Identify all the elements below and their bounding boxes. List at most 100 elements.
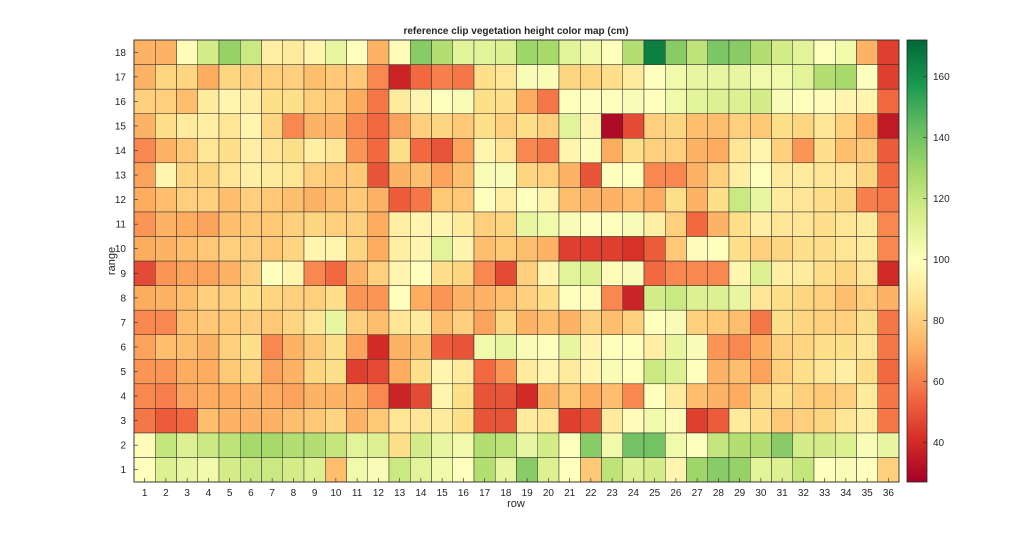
- heatmap-cell: [346, 358, 368, 385]
- heatmap-cell: [771, 236, 793, 262]
- heatmap-cell: [431, 64, 453, 90]
- heatmap-cell: [367, 432, 390, 458]
- heatmap-cell: [431, 432, 453, 458]
- heatmap-cell: [771, 88, 793, 114]
- heatmap-cell: [367, 358, 390, 385]
- heatmap-cell: [410, 162, 432, 188]
- heatmap-cell: [197, 309, 220, 335]
- heatmap-cell: [622, 309, 645, 335]
- heatmap-cell: [792, 187, 815, 213]
- heatmap-cell: [367, 309, 390, 335]
- heatmap-cell: [728, 358, 751, 385]
- heatmap-cell: [176, 211, 198, 237]
- heatmap-cell: [707, 285, 730, 311]
- heatmap-cell: [707, 187, 730, 213]
- heatmap-cell: [388, 383, 411, 409]
- heatmap-cell: [240, 88, 262, 114]
- heatmap-cell: [431, 236, 453, 262]
- heatmap-cell: [601, 187, 623, 213]
- heatmap-cell: [346, 236, 368, 262]
- heatmap-cell: [728, 162, 751, 188]
- x-tick-label: 11: [352, 488, 363, 499]
- heatmap-cell: [410, 334, 432, 360]
- heatmap-cell: [643, 113, 666, 139]
- heatmap-cell: [452, 260, 475, 286]
- heatmap-cell: [303, 408, 326, 434]
- heatmap-cell: [771, 64, 793, 90]
- heatmap-cell: [601, 260, 623, 286]
- heatmap-cell: [452, 334, 475, 360]
- heatmap-cell: [325, 285, 347, 311]
- heatmap-cell: [155, 285, 177, 311]
- heatmap-cell: [558, 432, 581, 458]
- x-tick-label: 28: [713, 488, 725, 499]
- heatmap-cell: [261, 358, 283, 385]
- heatmap-cell: [325, 88, 347, 114]
- heatmap-cell: [346, 137, 368, 164]
- x-tick-label: 2: [163, 488, 169, 499]
- heatmap-cell: [643, 309, 666, 335]
- heatmap-cell: [580, 334, 602, 360]
- heatmap-cell: [558, 113, 581, 139]
- colorbar-tick-label: 120: [933, 194, 950, 205]
- heatmap-cell: [686, 64, 708, 90]
- heatmap-cell: [282, 236, 305, 262]
- heatmap-cell: [261, 211, 283, 237]
- heatmap-cell: [240, 285, 262, 311]
- heatmap-cell: [176, 260, 198, 286]
- x-tick-label: 8: [291, 488, 297, 499]
- heatmap-cell: [813, 285, 836, 311]
- heatmap-cell: [325, 187, 347, 213]
- heatmap-cell: [176, 39, 198, 65]
- heatmap-cell: [771, 162, 793, 188]
- heatmap-cell: [601, 39, 623, 65]
- x-tick-label: 14: [415, 488, 427, 499]
- heatmap-cell: [728, 113, 751, 139]
- heatmap-cell: [643, 432, 666, 458]
- heatmap-cell: [325, 383, 347, 409]
- heatmap-cell: [261, 64, 283, 90]
- heatmap-cell: [282, 113, 305, 139]
- heatmap-cell: [218, 285, 241, 311]
- heatmap-cell: [771, 334, 793, 360]
- heatmap-cell: [771, 383, 793, 409]
- x-tick-label: 21: [564, 488, 576, 499]
- heatmap-cell: [686, 260, 708, 286]
- x-tick-label: 32: [798, 488, 810, 499]
- heatmap-cell: [303, 383, 326, 409]
- heatmap-cell: [155, 334, 177, 360]
- heatmap-cell: [346, 383, 368, 409]
- heatmap-cell: [346, 211, 368, 237]
- heatmap-cell: [240, 211, 262, 237]
- heatmap-cell: [792, 408, 815, 434]
- heatmap-cell: [197, 408, 220, 434]
- heatmap-cell: [580, 260, 602, 286]
- heatmap-cell: [431, 334, 453, 360]
- heatmap-cell: [367, 211, 390, 237]
- heatmap-cell: [282, 432, 305, 458]
- heatmap-cell: [282, 88, 305, 114]
- heatmap-cell: [325, 39, 347, 65]
- heatmap-cell: [877, 358, 900, 385]
- heatmap-cell: [325, 162, 347, 188]
- heatmap-cell: [580, 39, 602, 65]
- heatmap-cell: [665, 334, 687, 360]
- heatmap-cell: [516, 187, 538, 213]
- heatmap-cell: [176, 383, 198, 409]
- heatmap-cell: [431, 162, 453, 188]
- heatmap-cell: [155, 39, 177, 65]
- heatmap-cell: [282, 39, 305, 65]
- x-tick-label: 35: [862, 488, 874, 499]
- heatmap-cell: [240, 260, 262, 286]
- heatmap-cell: [750, 334, 772, 360]
- heatmap-cell: [707, 64, 730, 90]
- heatmap-cell: [495, 285, 517, 311]
- colorbar-tick-label: 80: [933, 316, 945, 327]
- heatmap-cell: [410, 285, 432, 311]
- heatmap-cell: [537, 113, 560, 139]
- heatmap-cell: [601, 285, 623, 311]
- y-tick-label: 13: [115, 171, 127, 182]
- y-tick-label: 18: [115, 48, 127, 59]
- heatmap-cell: [303, 88, 326, 114]
- y-axis-label: range: [106, 247, 118, 275]
